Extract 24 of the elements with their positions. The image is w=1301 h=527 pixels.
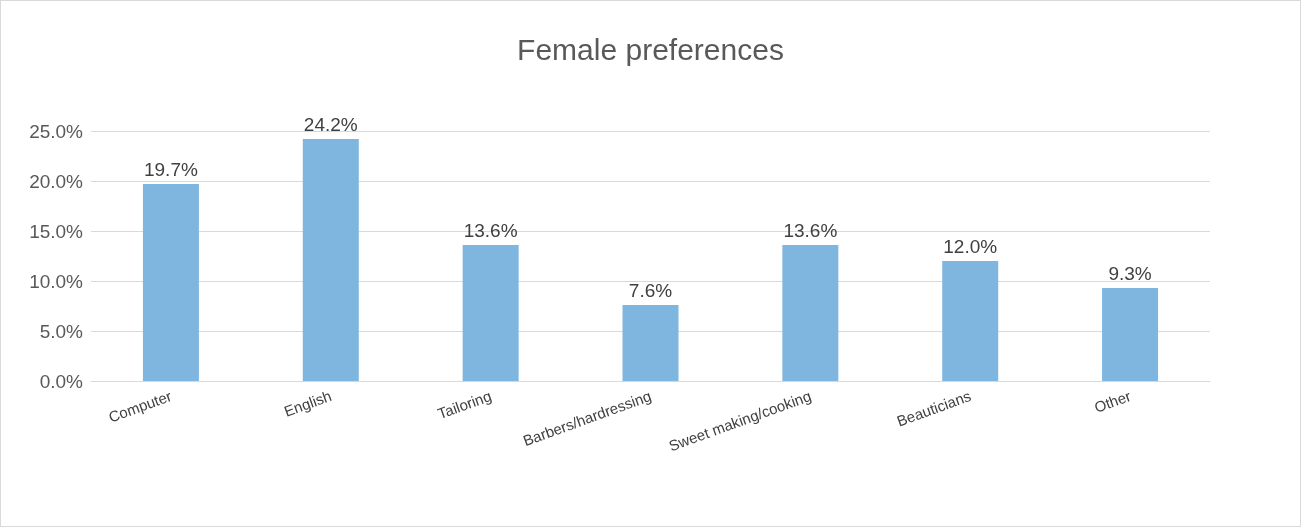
- y-tick-label: 20.0%: [29, 170, 84, 192]
- data-label: 7.6%: [628, 280, 673, 301]
- bar: [942, 261, 999, 381]
- data-label: 24.2%: [303, 114, 358, 135]
- bar: [622, 305, 679, 381]
- y-tick-label: 10.0%: [29, 270, 84, 292]
- bar: [782, 245, 839, 381]
- y-tick-label: 0.0%: [39, 370, 84, 392]
- bar: [302, 139, 359, 381]
- x-tick-label: Other: [1091, 387, 1133, 416]
- bar: [1102, 288, 1159, 381]
- bar: [462, 245, 519, 381]
- chart-title: Female preferences: [517, 32, 784, 66]
- data-label: 13.6%: [783, 220, 838, 241]
- data-label: 19.7%: [143, 159, 198, 180]
- y-tick-label: 25.0%: [29, 120, 84, 142]
- y-tick-label: 5.0%: [39, 320, 84, 342]
- data-label: 12.0%: [943, 236, 998, 257]
- bar: [142, 184, 199, 381]
- x-tick-label: English: [281, 387, 334, 420]
- data-label: 13.6%: [463, 220, 518, 241]
- x-tick-label: Tailoring: [435, 387, 494, 423]
- data-label: 9.3%: [1108, 263, 1152, 284]
- y-tick-label: 15.0%: [29, 220, 84, 242]
